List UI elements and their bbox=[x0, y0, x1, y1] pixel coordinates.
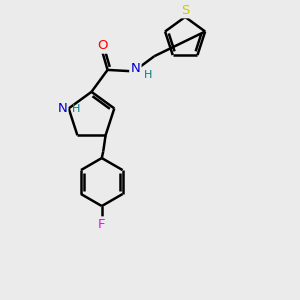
Text: N: N bbox=[57, 102, 67, 115]
Text: H: H bbox=[144, 70, 152, 80]
Text: S: S bbox=[181, 4, 189, 17]
Text: O: O bbox=[97, 39, 108, 52]
Text: F: F bbox=[98, 218, 106, 231]
Text: H: H bbox=[72, 104, 80, 114]
Text: N: N bbox=[130, 62, 140, 75]
